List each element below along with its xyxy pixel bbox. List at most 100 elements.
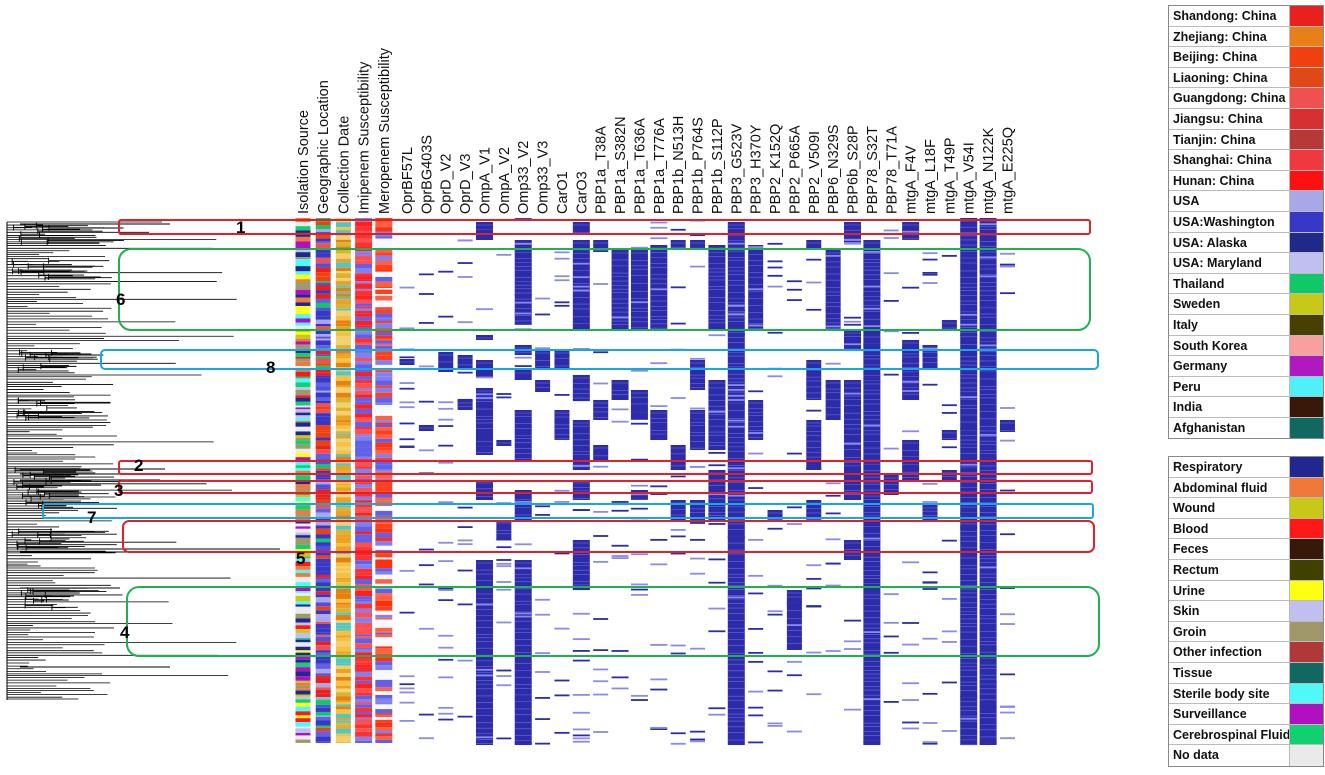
metadata-cell — [315, 392, 331, 398]
metadata-cell — [315, 356, 331, 359]
metadata-cell — [295, 470, 311, 474]
legend-swatch — [1289, 518, 1323, 539]
metadata-cell — [355, 242, 373, 248]
metadata-cell — [315, 659, 331, 664]
metadata-cell — [375, 675, 393, 680]
legend-row: Respiratory — [1169, 457, 1323, 478]
metadata-cell — [315, 555, 331, 559]
mutation-mark — [554, 251, 570, 254]
metadata-cell — [295, 726, 311, 729]
metadata-cell — [375, 313, 393, 318]
metadata-cell — [295, 667, 311, 672]
mutation-mark — [611, 557, 629, 560]
metadata-cell — [315, 432, 331, 438]
mutation-mark — [572, 285, 590, 288]
mutation-mark — [554, 275, 570, 278]
mutation-block — [572, 480, 590, 500]
metadata-cell — [375, 593, 393, 596]
legend-label: USA — [1173, 194, 1200, 209]
mutation-mark — [535, 347, 551, 350]
mutation-mark — [554, 279, 570, 282]
metadata-cell — [355, 276, 373, 280]
mutation-mark — [593, 382, 609, 385]
mutation-mark — [863, 537, 881, 540]
metadata-cell — [355, 361, 373, 365]
mutation-mark — [611, 501, 629, 503]
mutation-mark — [593, 649, 609, 652]
mutation-block — [650, 410, 668, 440]
metadata-cell — [335, 407, 351, 412]
mutation-mark — [786, 624, 802, 627]
metadata-cell — [355, 401, 373, 405]
metadata-cell — [375, 617, 393, 620]
legend-label: Groin — [1173, 624, 1207, 639]
metadata-cell — [295, 625, 311, 630]
metadata-cell — [295, 252, 311, 258]
metadata-cell — [335, 271, 351, 274]
mutation-mark — [630, 553, 648, 556]
legend-swatch — [1289, 294, 1323, 314]
metadata-cell — [315, 382, 331, 387]
metadata-cell — [375, 402, 393, 406]
mutation-mark — [630, 410, 648, 412]
mutation-mark — [979, 434, 997, 436]
mutation-mark — [960, 527, 978, 529]
metadata-cell — [295, 338, 311, 342]
mutation-mark — [844, 442, 862, 445]
metadata-cell — [355, 496, 373, 501]
mutation-mark — [941, 681, 957, 684]
metadata-cell — [375, 434, 393, 439]
metadata-cell — [335, 505, 351, 508]
metadata-cell — [375, 661, 393, 666]
column-header: PBP78_T71A — [884, 126, 900, 214]
metadata-cell — [315, 512, 331, 518]
metadata-cell — [355, 676, 373, 681]
metadata-cell — [335, 582, 351, 586]
metadata-cell — [355, 667, 373, 670]
metadata-cell — [315, 628, 331, 633]
mutation-mark — [572, 348, 590, 350]
mutation-mark — [960, 428, 978, 431]
mutation-mark — [941, 641, 957, 643]
mutation-mark — [786, 730, 802, 733]
metadata-cell — [335, 546, 351, 551]
metadata-cell — [335, 273, 351, 279]
metadata-cell — [315, 409, 331, 414]
mutation-mark — [999, 533, 1015, 536]
mutation-mark — [572, 612, 590, 615]
metadata-cell — [295, 632, 311, 639]
metadata-cell — [295, 438, 311, 441]
metadata-cell — [355, 281, 373, 284]
mutation-mark — [572, 638, 590, 641]
metadata-cell — [375, 345, 393, 349]
metadata-cell — [375, 264, 393, 270]
mutation-mark — [690, 647, 706, 650]
mutation-mark — [708, 334, 726, 337]
metadata-cell — [295, 718, 311, 723]
mutation-mark — [535, 505, 551, 508]
metadata-cell — [375, 385, 393, 388]
mutation-mark — [535, 652, 551, 655]
metadata-cell — [375, 670, 393, 676]
metadata-cell — [295, 382, 311, 388]
metadata-cell — [355, 331, 373, 335]
mutation-mark — [572, 734, 590, 737]
mutation-mark — [979, 344, 997, 347]
mutation-mark — [496, 559, 512, 561]
mutation-mark — [572, 399, 590, 402]
metadata-cell — [335, 450, 351, 455]
metadata-cell — [355, 664, 373, 668]
metadata-cell — [295, 431, 311, 436]
metadata-cell — [315, 397, 331, 401]
metadata-cell — [335, 323, 351, 327]
metadata-cell — [375, 610, 393, 615]
metadata-cell — [375, 523, 393, 529]
metadata-cell — [335, 635, 351, 638]
legend-row: Abdominal fluid — [1169, 477, 1323, 499]
mutation-mark — [708, 607, 726, 610]
metadata-cell — [315, 574, 331, 578]
mutation-mark — [979, 566, 997, 569]
metadata-cell — [335, 474, 351, 479]
mutation-mark — [806, 409, 822, 412]
legend-swatch — [1289, 26, 1323, 47]
